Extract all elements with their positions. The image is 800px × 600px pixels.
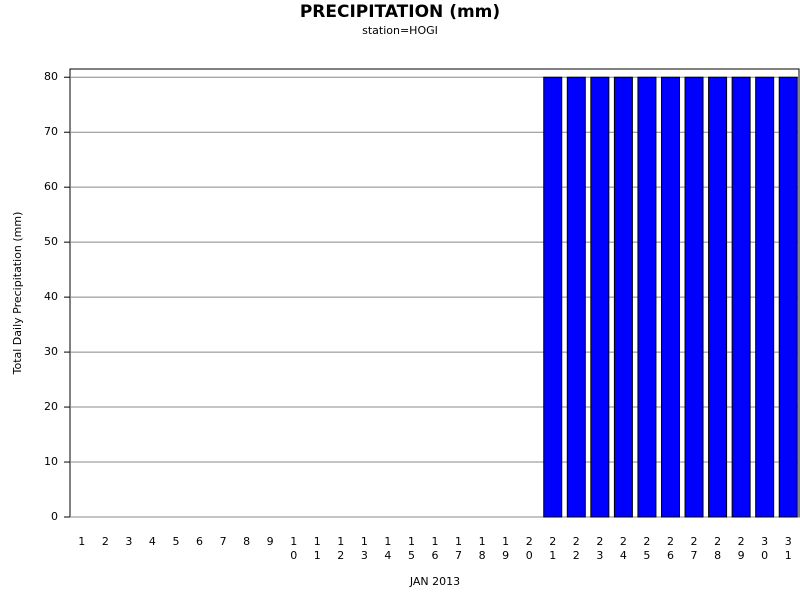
- x-tick-label: 8: [243, 535, 250, 548]
- chart-title: PRECIPITATION (mm): [300, 2, 500, 22]
- bar: [543, 76, 563, 518]
- bar: [590, 76, 610, 518]
- x-tick-label: 3: [125, 535, 132, 548]
- y-tick-label: 80: [44, 70, 58, 83]
- bar: [755, 76, 775, 518]
- bar: [566, 76, 586, 518]
- y-tick-label: 20: [44, 400, 58, 413]
- bar: [637, 76, 657, 518]
- x-tick-label: 6: [196, 535, 203, 548]
- chart-subtitle: station=HOGI: [362, 24, 438, 37]
- bar: [660, 76, 680, 518]
- x-axis-label: JAN 2013: [409, 575, 460, 588]
- bar: [613, 76, 633, 518]
- bar: [731, 76, 751, 518]
- y-tick-label: 30: [44, 345, 58, 358]
- y-tick-label: 50: [44, 235, 58, 248]
- y-tick-label: 10: [44, 455, 58, 468]
- y-axis-label: Total Daily Precipitation (mm): [11, 212, 24, 376]
- x-tick-label: 4: [149, 535, 156, 548]
- x-tick-label: 2: [102, 535, 109, 548]
- x-tick-label: 9: [267, 535, 274, 548]
- bar: [778, 76, 798, 518]
- x-tick-label: 5: [172, 535, 179, 548]
- y-tick-label: 60: [44, 180, 58, 193]
- x-tick-label: 7: [220, 535, 227, 548]
- bar: [684, 76, 704, 518]
- y-tick-label: 40: [44, 290, 58, 303]
- y-tick-label: 0: [51, 510, 58, 523]
- x-tick-label: 1: [78, 535, 85, 548]
- bar: [708, 76, 728, 518]
- y-tick-label: 70: [44, 125, 58, 138]
